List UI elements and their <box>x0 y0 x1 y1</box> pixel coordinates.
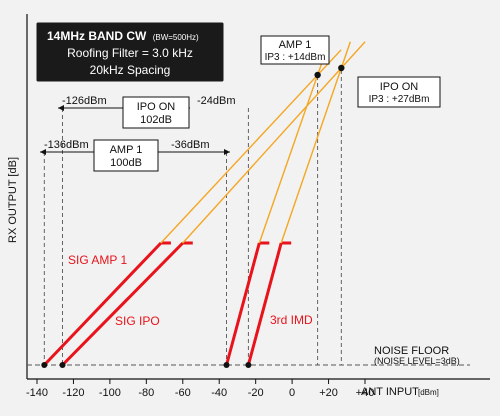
x-tick-label: +20 <box>319 387 338 399</box>
points-layer <box>41 64 345 368</box>
x-tick-label: -100 <box>99 387 121 399</box>
label-sig-ipo: SIG IPO <box>115 314 160 328</box>
amp1-ip3-box: AMP 1 IP3 : +14dBm <box>260 35 330 65</box>
x-axis-unit: [dBm] <box>418 388 439 397</box>
x-tick-label: -20 <box>248 387 264 399</box>
series-line-orange <box>160 49 342 244</box>
x-tick-label: -140 <box>26 387 48 399</box>
amp1-ip3-title: AMP 1 <box>279 39 312 51</box>
noise-level-label: (NOISE LEVEL=3dB) <box>374 356 460 366</box>
ipo-range-left: -126dBm <box>62 95 107 107</box>
ipo-range-right: -24dBm <box>197 95 236 107</box>
vertical-markers <box>43 70 342 365</box>
x-tick-label: -40 <box>211 387 227 399</box>
title-line1: 14MHz BAND CW (BW=500Hz) <box>47 29 199 43</box>
ipo-ip3-title: IPO ON <box>380 81 419 93</box>
x-tick-label: -80 <box>138 387 154 399</box>
label-3rd-imd: 3rd IMD <box>270 313 313 327</box>
noise-floor-label: NOISE FLOOR <box>374 345 449 357</box>
x-tick-label: -120 <box>62 387 84 399</box>
x-tick-label: -60 <box>175 387 191 399</box>
series-line-red <box>246 242 283 366</box>
amp1-ip3-value: IP3 : +14dBm <box>265 52 326 63</box>
x-axis-label: ANT INPUT <box>361 386 419 398</box>
amp1-range-left: -136dBm <box>44 139 89 151</box>
title-line2: Roofing Filter = 3.0 kHz <box>67 46 193 60</box>
series-start-point <box>245 362 252 368</box>
ipo-ip3-value: IP3 : +27dBm <box>369 94 430 105</box>
ipo-range: -126dBm -24dBm IPO ON 102dB <box>58 95 236 129</box>
amp1-range-right: -36dBm <box>171 139 210 151</box>
ipo-range-value: 102dB <box>140 114 172 126</box>
amp1-range-title: AMP 1 <box>110 144 143 156</box>
series-line-red <box>61 241 184 367</box>
series-line-orange <box>280 41 351 244</box>
intercept-point <box>338 64 345 72</box>
series-line-orange <box>258 49 328 244</box>
amp1-range-value: 100dB <box>110 157 142 169</box>
x-tick-label: 0 <box>289 387 295 399</box>
intercept-point <box>314 71 321 79</box>
x-axis-ticks: -140 -120 -100 -80 -60 -40 -20 0 +20 +40 <box>26 379 374 399</box>
x-tick-label: +40 <box>356 387 375 399</box>
ipo-range-title: IPO ON <box>137 101 176 113</box>
series-line-red <box>225 242 261 366</box>
series-start-point <box>223 362 230 368</box>
series-line-orange <box>182 41 366 244</box>
series-start-point <box>41 362 48 368</box>
title-box: 14MHz BAND CW (BW=500Hz) Roofing Filter … <box>36 22 224 82</box>
series-start-point <box>59 362 66 368</box>
title-line3: 20kHz Spacing <box>90 63 171 77</box>
amp1-range: -136dBm -36dBm AMP 1 100dB <box>40 139 230 172</box>
series-line-red <box>43 241 162 367</box>
ipo-ip3-box: IPO ON IP3 : +27dBm <box>357 76 441 108</box>
y-axis-label: RX OUTPUT [dB] <box>7 157 19 243</box>
series-layer <box>43 41 366 367</box>
label-sig-amp1: SIG AMP 1 <box>68 253 127 267</box>
